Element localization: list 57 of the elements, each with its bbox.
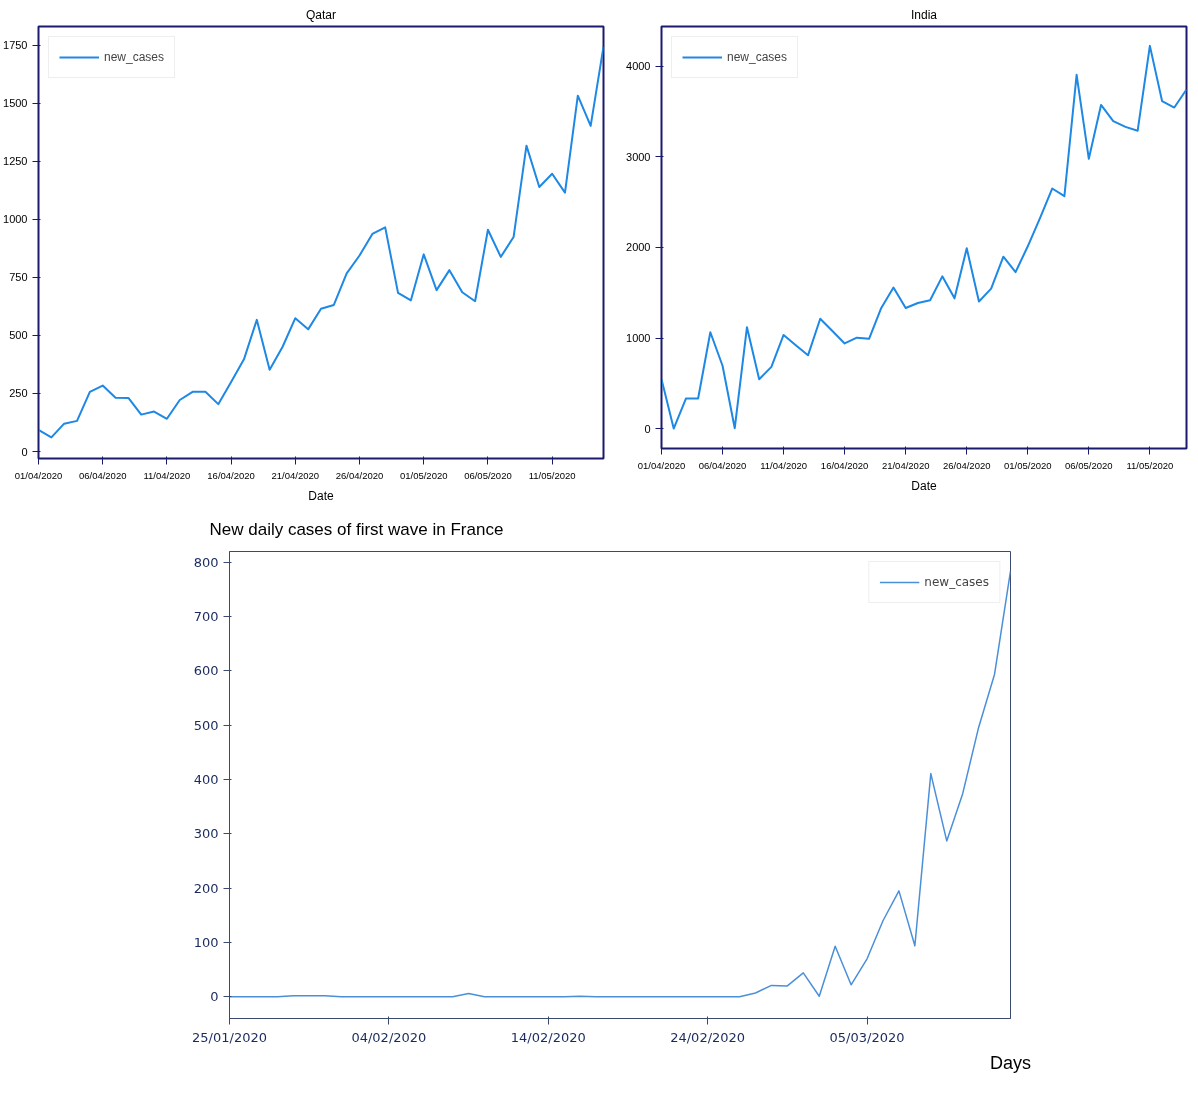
x-tick-label: 04/02/2020 — [351, 1029, 427, 1045]
y-tick-label: 0 — [644, 422, 651, 435]
x-axis-title: Date — [308, 488, 334, 503]
chart-title: India — [910, 7, 938, 22]
x-tick-label: 01/05/2020 — [399, 469, 448, 481]
x-tick-label: 24/02/2020 — [670, 1029, 746, 1045]
y-tick-label: 750 — [9, 271, 28, 284]
x-tick-label: 06/04/2020 — [698, 459, 747, 471]
line-series — [661, 44, 1187, 430]
x-tick-label: 21/04/2020 — [881, 459, 930, 471]
x-tick-label: 01/05/2020 — [1004, 459, 1052, 471]
y-tick-label: 2000 — [626, 241, 651, 254]
y-tick-label: 0 — [21, 445, 28, 458]
x-tick-label: 11/04/2020 — [760, 459, 808, 471]
y-tick-label: 700 — [193, 609, 219, 625]
y-tick-label: 1250 — [3, 155, 28, 168]
y-tick-label: 600 — [193, 663, 219, 679]
chart-title: New daily cases of first wave in France — [209, 520, 504, 539]
x-tick-label: 06/05/2020 — [1065, 459, 1113, 471]
y-tick-label: 300 — [193, 826, 219, 842]
x-tick-label: 16/04/2020 — [820, 459, 869, 471]
y-tick-label: 800 — [193, 554, 219, 570]
x-tick-label: 05/03/2020 — [829, 1029, 905, 1045]
line-series — [229, 570, 1011, 998]
x-axis-title: Date — [911, 478, 937, 493]
x-tick-label: 26/04/2020 — [942, 459, 991, 471]
y-tick-label: 200 — [193, 880, 219, 896]
y-tick-label: 3000 — [626, 150, 651, 163]
x-tick-label: 01/04/2020 — [637, 459, 686, 471]
x-tick-label: 16/04/2020 — [207, 469, 255, 481]
line-series — [38, 45, 604, 439]
chart-title: Qatar — [305, 7, 337, 22]
y-tick-label: 1500 — [3, 97, 28, 110]
x-tick-label: 11/04/2020 — [143, 469, 191, 481]
y-tick-label: 500 — [9, 329, 28, 342]
x-tick-label: 06/04/2020 — [78, 469, 127, 481]
x-tick-label: 25/01/2020 — [192, 1029, 267, 1045]
y-tick-label: 1000 — [626, 332, 651, 345]
x-tick-label: 11/05/2020 — [528, 469, 576, 481]
x-tick-label: 11/05/2020 — [1126, 459, 1174, 471]
y-tick-label: 1750 — [3, 39, 28, 52]
x-axis-title: Days — [990, 1052, 1032, 1073]
legend-label: new_cases — [924, 575, 989, 589]
y-tick-label: 1000 — [3, 213, 28, 226]
y-tick-label: 250 — [9, 387, 28, 400]
y-tick-label: 100 — [193, 934, 219, 950]
y-tick-label: 4000 — [626, 60, 651, 73]
x-tick-label: 14/02/2020 — [510, 1029, 586, 1045]
x-tick-label: 26/04/2020 — [335, 469, 384, 481]
x-tick-label: 01/04/2020 — [14, 469, 63, 481]
legend-label: new_cases — [104, 50, 165, 64]
legend-label: new_cases — [727, 50, 788, 64]
x-tick-label: 21/04/2020 — [271, 469, 320, 481]
y-tick-label: 400 — [193, 772, 219, 788]
x-tick-label: 06/05/2020 — [464, 469, 512, 481]
y-tick-label: 0 — [210, 989, 219, 1005]
y-tick-label: 500 — [193, 717, 219, 733]
